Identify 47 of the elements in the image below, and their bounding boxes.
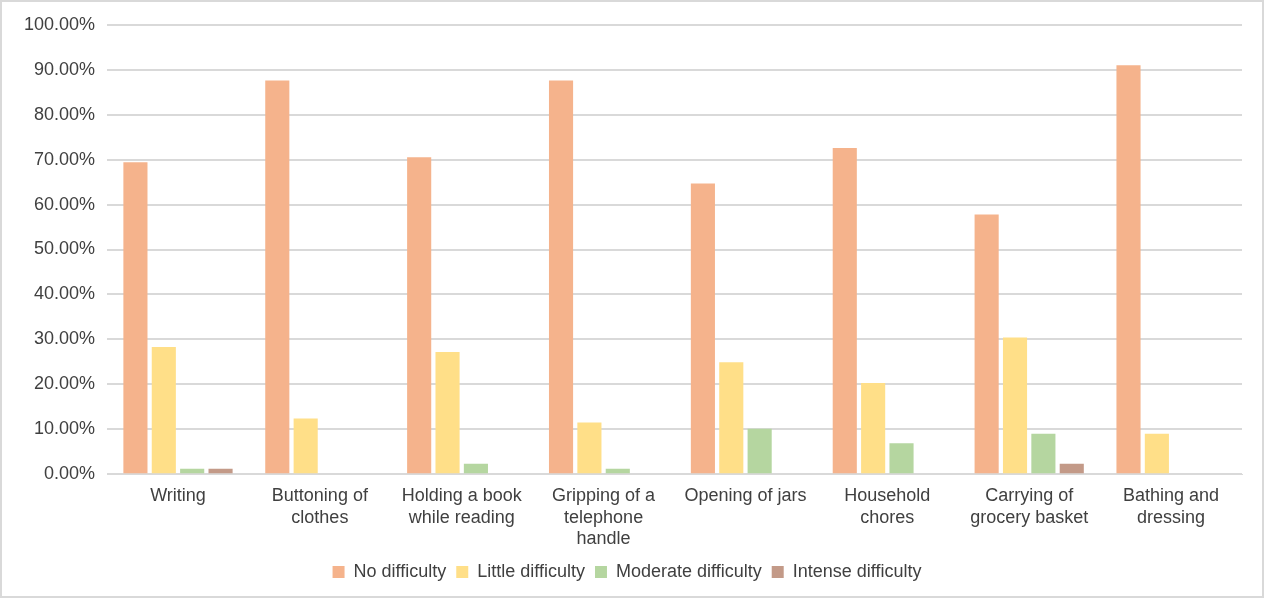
bar xyxy=(861,382,886,474)
x-tick-label: Writing xyxy=(150,484,206,505)
x-tick-label: Bathing and dressing xyxy=(1123,484,1220,527)
bar xyxy=(577,422,602,474)
y-tick-label: 0.00% xyxy=(44,463,96,484)
bar xyxy=(407,157,432,474)
bar xyxy=(719,362,744,474)
bar xyxy=(123,162,148,474)
bar xyxy=(463,463,488,474)
bar xyxy=(1059,463,1084,474)
x-tick-label: Holding a book while reading xyxy=(401,484,523,527)
legend-label: Intense difficulty xyxy=(792,560,922,581)
bar xyxy=(832,147,857,474)
bar xyxy=(180,468,205,474)
y-tick-label: 90.00% xyxy=(34,58,96,79)
bar xyxy=(1031,433,1056,474)
y-tick-label: 100.00% xyxy=(24,13,96,34)
bar xyxy=(889,443,914,474)
legend-label: No difficulty xyxy=(353,560,447,581)
bar xyxy=(605,468,630,474)
x-tick-label: Opening of jars xyxy=(684,484,807,505)
y-tick-label: 40.00% xyxy=(34,283,96,304)
y-tick-label: 60.00% xyxy=(34,193,96,214)
bar xyxy=(1002,337,1028,474)
y-tick-label: 70.00% xyxy=(34,148,96,169)
legend-label: Little difficulty xyxy=(477,560,585,581)
bar xyxy=(293,418,318,474)
x-tick-label: Household chores xyxy=(844,484,931,527)
bar xyxy=(747,428,772,474)
bar xyxy=(548,80,574,474)
bar xyxy=(1116,65,1141,474)
y-tick-label: 10.00% xyxy=(34,418,96,439)
x-tick-label: Gripping of a telephone handle xyxy=(552,484,657,549)
bar xyxy=(435,351,460,474)
bar xyxy=(151,347,176,474)
bar xyxy=(265,80,290,474)
legend-label: Moderate difficulty xyxy=(615,560,762,581)
bar xyxy=(1144,433,1169,474)
bar xyxy=(208,468,233,474)
y-tick-label: 30.00% xyxy=(34,328,96,349)
y-tick-label: 50.00% xyxy=(34,238,96,259)
y-tick-label: 20.00% xyxy=(34,373,96,394)
bar xyxy=(974,214,999,474)
x-tick-label: Carrying of grocery basket xyxy=(970,484,1089,527)
x-tick-label: Buttoning of clothes xyxy=(271,484,369,527)
bar xyxy=(690,183,715,474)
y-tick-label: 80.00% xyxy=(34,103,96,124)
